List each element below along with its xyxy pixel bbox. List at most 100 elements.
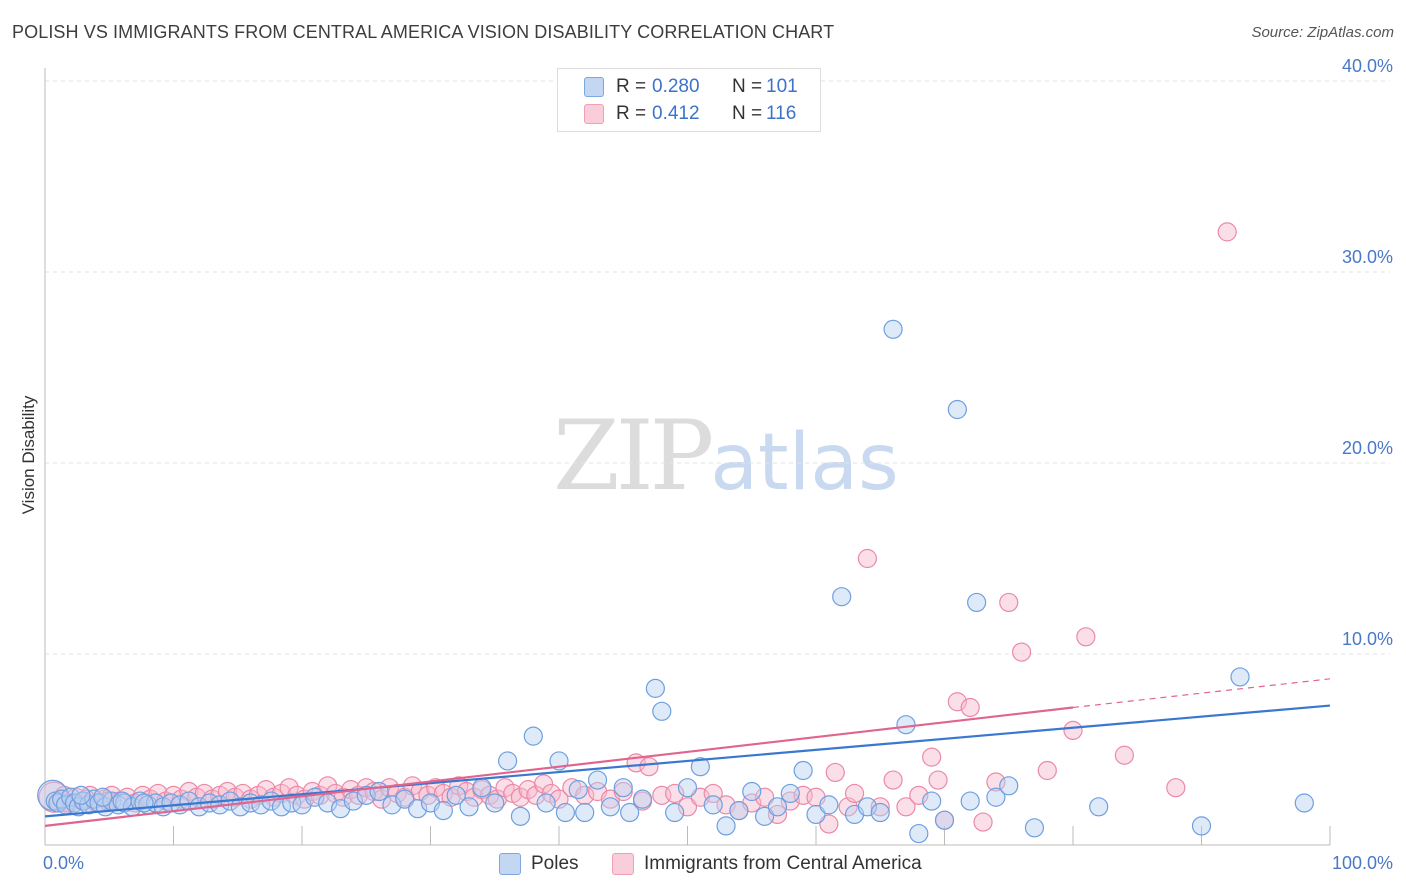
bottom-legend-swatch-immigrants bbox=[612, 853, 634, 875]
bottom-legend-immigrants: Immigrants from Central America bbox=[612, 852, 922, 876]
legend-n-value: 116 bbox=[766, 103, 797, 124]
poles-point bbox=[703, 795, 723, 815]
poles-point bbox=[485, 793, 505, 813]
poles-point bbox=[1089, 797, 1109, 817]
immigrants-point bbox=[973, 812, 993, 832]
immigrants-point bbox=[896, 797, 916, 817]
poles-point bbox=[806, 804, 826, 825]
poles-point bbox=[369, 781, 389, 802]
poles-point bbox=[1230, 667, 1250, 687]
poles-point bbox=[645, 678, 665, 698]
immigrants-point bbox=[1063, 720, 1083, 741]
poles-point bbox=[395, 789, 415, 809]
legend-row-poles: R = 0.280 N = 101 bbox=[584, 74, 798, 100]
legend-n-value: 101 bbox=[766, 76, 798, 97]
poles-point bbox=[536, 793, 556, 813]
immigrants-point bbox=[1114, 745, 1135, 765]
poles-point bbox=[587, 770, 608, 790]
poles-point bbox=[967, 592, 987, 613]
immigrants-point bbox=[256, 780, 276, 800]
legend-n-label: N = bbox=[732, 76, 763, 97]
legend-swatch-immigrants bbox=[584, 104, 604, 124]
grid bbox=[45, 80, 1390, 655]
immigrants-point bbox=[844, 783, 865, 804]
poles-point bbox=[742, 781, 762, 802]
immigrants-point bbox=[533, 774, 554, 794]
immigrants-point bbox=[418, 785, 438, 805]
y-tick-label: 40.0% bbox=[1342, 56, 1393, 76]
watermark-zip: ZIP bbox=[553, 400, 714, 512]
poles-point bbox=[510, 806, 531, 826]
immigrants-point bbox=[1166, 778, 1186, 798]
immigrants-point bbox=[495, 778, 515, 798]
poles-point bbox=[986, 787, 1006, 807]
legend-swatch-poles bbox=[584, 77, 604, 97]
poles-point bbox=[677, 778, 698, 798]
y-axis-label: Vision Disability bbox=[19, 395, 38, 514]
poles-point bbox=[934, 810, 955, 830]
poles-point bbox=[356, 785, 376, 805]
poles-point bbox=[71, 785, 91, 805]
poles-point bbox=[600, 797, 621, 817]
immigrants-point bbox=[1011, 642, 1032, 662]
immigrants-point bbox=[1076, 627, 1096, 647]
x-tick-label: 100.0% bbox=[1332, 853, 1393, 873]
bottom-legend-swatch-poles bbox=[499, 853, 521, 875]
immigrants-point bbox=[639, 757, 659, 777]
y-tick-label: 10.0% bbox=[1342, 629, 1393, 649]
poles-point bbox=[575, 802, 595, 823]
immigrants-point bbox=[960, 697, 980, 718]
bottom-legend-label-immigrants: Immigrants from Central America bbox=[644, 853, 922, 874]
legend-r-value: 0.412 bbox=[652, 103, 700, 124]
y-ticks: 10.0% 20.0% 30.0% 40.0% bbox=[1342, 56, 1393, 649]
poles-point bbox=[446, 785, 466, 805]
y-tick-label: 30.0% bbox=[1342, 247, 1393, 267]
poles-point bbox=[498, 751, 518, 771]
immigrants-point bbox=[857, 548, 878, 569]
legend-r-label: R = bbox=[616, 103, 647, 124]
poles-point bbox=[999, 776, 1019, 796]
poles-point bbox=[433, 801, 453, 821]
immigrants-point bbox=[510, 787, 531, 807]
legend-r-value: 0.280 bbox=[652, 76, 700, 97]
poles-point bbox=[754, 806, 775, 826]
source-label: Source: ZipAtlas.com bbox=[1251, 24, 1394, 41]
y-tick-label: 20.0% bbox=[1342, 438, 1393, 458]
immigrants-point bbox=[318, 776, 338, 796]
immigrants-point bbox=[999, 592, 1019, 613]
poles-point bbox=[568, 780, 588, 800]
poles-point bbox=[947, 399, 967, 420]
poles-point bbox=[729, 801, 749, 821]
poles-point bbox=[665, 802, 685, 823]
poles-point bbox=[832, 587, 852, 607]
poles-point bbox=[93, 787, 113, 807]
immigrants-point bbox=[1037, 760, 1057, 781]
chart-title: POLISH VS IMMIGRANTS FROM CENTRAL AMERIC… bbox=[12, 22, 835, 42]
poles-point bbox=[1294, 793, 1314, 813]
x-ticks: 0.0% 100.0% bbox=[43, 853, 1393, 873]
poles-point bbox=[767, 797, 788, 817]
watermark: ZIPatlas bbox=[553, 400, 899, 512]
immigrants-point bbox=[883, 770, 903, 790]
poles-point bbox=[459, 797, 479, 817]
trend-line-immigrants-extension bbox=[1072, 678, 1331, 709]
immigrants-point bbox=[456, 781, 477, 802]
immigrants-point bbox=[1217, 222, 1237, 242]
poles-point bbox=[883, 319, 903, 339]
poles-point bbox=[555, 802, 576, 823]
legend-r-label: R = bbox=[616, 76, 647, 97]
poles-point bbox=[620, 802, 640, 823]
poles-point bbox=[472, 778, 492, 798]
series-immigrants-points bbox=[38, 222, 1237, 834]
poles-point bbox=[652, 701, 672, 721]
poles-point bbox=[960, 791, 980, 811]
legend-row-immigrants: R = 0.412 N = 116 bbox=[584, 101, 796, 127]
stats-legend: R = 0.280 N = 101 R = 0.412 N = 116 bbox=[557, 68, 821, 132]
poles-point bbox=[870, 802, 890, 823]
poles-point bbox=[1191, 816, 1212, 836]
poles-point bbox=[896, 715, 916, 735]
trend-line-immigrants bbox=[44, 706, 1074, 827]
poles-point bbox=[793, 760, 813, 781]
poles-point bbox=[613, 778, 633, 798]
